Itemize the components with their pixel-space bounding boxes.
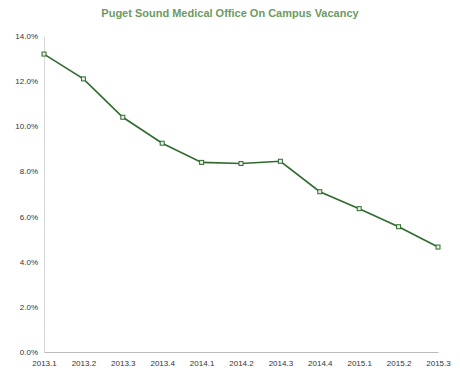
marker	[81, 77, 85, 81]
x-tick: 2014.4	[308, 352, 333, 368]
marker	[160, 141, 164, 145]
y-tick: 4.0%	[20, 258, 44, 267]
y-tick-label: 4.0%	[20, 258, 38, 267]
x-tick-label: 2015.3	[426, 359, 451, 368]
x-tick: 2013.2	[72, 352, 97, 368]
x-tick: 2013.3	[111, 352, 136, 368]
y-tick-label: 0.0%	[20, 348, 38, 357]
x-tick-label: 2015.2	[387, 359, 412, 368]
marker	[278, 159, 282, 163]
x-tick-label: 2014.3	[269, 359, 294, 368]
x-axis: 2013.1 2013.2 2013.3 2013.4 2014.1 2014.2 2014…	[32, 352, 451, 368]
x-tick-label: 2013.1	[32, 359, 57, 368]
x-tick: 2014.1	[190, 352, 215, 368]
y-tick-label: 2.0%	[20, 303, 38, 312]
x-tick-label: 2015.1	[347, 359, 372, 368]
y-tick-label: 12.0%	[15, 77, 38, 86]
marker	[436, 245, 440, 249]
x-tick: 2014.2	[229, 352, 254, 368]
line	[44, 54, 438, 247]
x-tick: 2013.4	[150, 352, 175, 368]
y-tick: 6.0%	[20, 213, 44, 222]
y-axis-line	[44, 37, 45, 353]
marker	[239, 162, 243, 166]
x-tick: 2015.1	[347, 352, 372, 368]
x-tick-label: 2013.2	[72, 359, 97, 368]
x-tick: 2014.3	[269, 352, 294, 368]
x-tick: 2015.3	[426, 352, 451, 368]
y-tick: 10.0%	[15, 122, 44, 131]
y-tick-label: 14.0%	[15, 32, 38, 41]
y-tick: 0.0%	[20, 348, 44, 357]
x-tick: 2015.2	[387, 352, 412, 368]
y-tick: 8.0%	[20, 167, 44, 176]
y-tick: 2.0%	[20, 303, 44, 312]
x-tick-label: 2014.1	[190, 359, 215, 368]
marker	[397, 225, 401, 229]
y-tick-label: 6.0%	[20, 213, 38, 222]
x-axis-line	[45, 352, 439, 353]
plot-area	[42, 52, 440, 249]
x-tick-label: 2014.2	[229, 359, 254, 368]
x-tick-label: 2013.3	[111, 359, 136, 368]
title: Puget Sound Medical Office On Campus Vac…	[101, 7, 359, 19]
y-tick-label: 10.0%	[15, 122, 38, 131]
y-tick: 14.0%	[15, 32, 44, 41]
marker	[42, 52, 46, 56]
x-tick-label: 2014.4	[308, 359, 333, 368]
chart: Puget Sound Medical Office On Campus Vac…	[0, 0, 460, 383]
y-axis: 0.0% 2.0% 4.0% 6.0% 8.0% 10.0% 12.0% 14.0%	[15, 32, 44, 357]
marker	[357, 207, 361, 211]
y-tick-label: 8.0%	[20, 167, 38, 176]
marker	[121, 115, 125, 119]
marker	[200, 160, 204, 164]
marker	[318, 190, 322, 194]
x-tick-label: 2013.4	[150, 359, 175, 368]
x-tick: 2013.1	[32, 352, 57, 368]
y-tick: 12.0%	[15, 77, 44, 86]
